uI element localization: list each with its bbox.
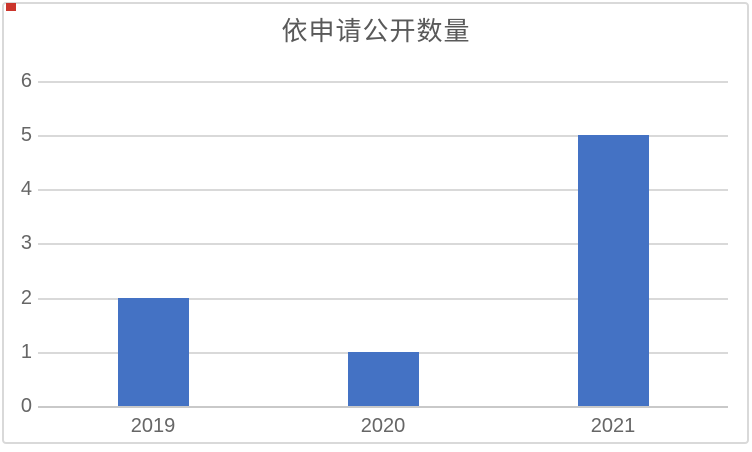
y-tick-label: 4 (20, 178, 32, 200)
y-tick-label: 1 (20, 341, 32, 363)
x-tick-label: 2020 (360, 415, 406, 437)
bar-2020 (348, 352, 419, 406)
x-tick-label: 2019 (130, 415, 176, 437)
gridline (38, 298, 728, 300)
chart-title: 依申请公开数量 (281, 16, 471, 46)
bar-2021 (578, 135, 649, 406)
gridline (38, 189, 728, 191)
y-tick-label: 5 (20, 124, 32, 146)
y-tick-label: 0 (20, 395, 32, 417)
x-tick-label: 2021 (590, 415, 636, 437)
y-tick-label: 6 (20, 70, 32, 92)
gridline (38, 243, 728, 245)
gridline (38, 81, 728, 83)
bar-2019 (118, 298, 189, 406)
y-tick-label: 3 (20, 232, 32, 254)
y-tick-label: 2 (20, 287, 32, 309)
gridline (38, 135, 728, 137)
x-axis-line (38, 406, 728, 408)
red-marker (6, 3, 16, 11)
